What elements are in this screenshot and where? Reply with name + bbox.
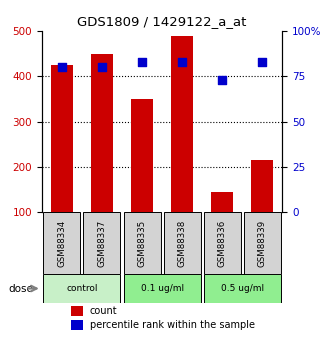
Bar — [211, 192, 233, 212]
Title: GDS1809 / 1429122_a_at: GDS1809 / 1429122_a_at — [77, 16, 247, 29]
FancyBboxPatch shape — [164, 212, 201, 274]
Point — [220, 77, 225, 83]
Point — [140, 59, 145, 65]
FancyBboxPatch shape — [43, 274, 120, 303]
FancyBboxPatch shape — [244, 212, 281, 274]
Bar — [131, 99, 153, 212]
Text: count: count — [90, 306, 117, 316]
Text: dose: dose — [9, 284, 34, 294]
Point — [180, 59, 185, 65]
Point — [260, 59, 265, 65]
Bar — [51, 65, 73, 212]
FancyBboxPatch shape — [83, 212, 120, 274]
FancyBboxPatch shape — [124, 274, 201, 303]
Bar — [71, 320, 83, 330]
Text: percentile rank within the sample: percentile rank within the sample — [90, 320, 255, 330]
FancyBboxPatch shape — [124, 212, 160, 274]
Bar — [71, 306, 83, 316]
Text: GSM88336: GSM88336 — [218, 220, 227, 267]
Text: GSM88334: GSM88334 — [57, 220, 66, 267]
Bar — [91, 54, 113, 212]
Text: GSM88339: GSM88339 — [258, 220, 267, 267]
FancyBboxPatch shape — [43, 212, 80, 274]
Point — [59, 65, 64, 70]
Text: GSM88337: GSM88337 — [97, 220, 107, 267]
Bar — [251, 160, 273, 212]
Text: 0.1 ug/ml: 0.1 ug/ml — [141, 284, 184, 293]
FancyBboxPatch shape — [204, 212, 241, 274]
Bar — [171, 36, 193, 212]
Point — [100, 65, 105, 70]
FancyBboxPatch shape — [204, 274, 281, 303]
Text: control: control — [66, 284, 98, 293]
Text: GSM88335: GSM88335 — [137, 220, 147, 267]
Text: GSM88338: GSM88338 — [178, 220, 187, 267]
Text: 0.5 ug/ml: 0.5 ug/ml — [221, 284, 264, 293]
